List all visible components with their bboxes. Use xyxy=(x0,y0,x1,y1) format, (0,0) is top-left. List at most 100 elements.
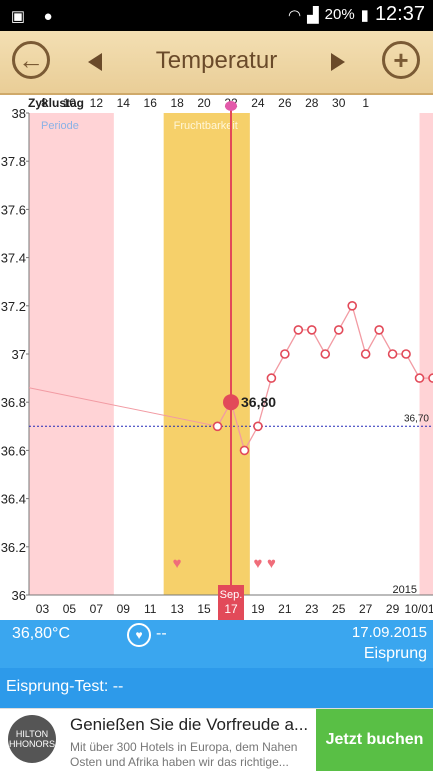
cycle-day-label: 20 xyxy=(197,96,211,110)
temp-point[interactable] xyxy=(320,349,331,359)
y-tick-label: 38 xyxy=(12,106,26,121)
period-band xyxy=(29,113,114,595)
add-button[interactable]: + xyxy=(382,41,420,79)
date-label: 15 xyxy=(197,602,211,616)
y-tick-label: 37.6 xyxy=(1,202,26,217)
y-tick-label: 37.2 xyxy=(1,299,26,314)
date-label: 07 xyxy=(90,602,104,616)
selected-month-label: Sep. xyxy=(220,589,243,601)
cycle-day-label: 30 xyxy=(332,96,346,110)
y-tick-label: 37.4 xyxy=(1,251,26,266)
summary-event: Eisprung xyxy=(363,645,427,662)
plus-icon: + xyxy=(393,44,409,75)
temp-point[interactable] xyxy=(280,349,290,359)
coverline-label: 36,70 xyxy=(404,413,429,424)
temp-point[interactable] xyxy=(360,349,371,359)
y-tick-label: 36.2 xyxy=(1,540,26,555)
summary-sex: -- xyxy=(156,625,167,642)
summary-temp: 36,80°C xyxy=(12,625,70,642)
cycle-day-label: 10 xyxy=(63,96,77,110)
y-tick-label: 37 xyxy=(12,347,26,362)
date-label: 19 xyxy=(251,602,265,616)
selected-temp-label: 36,80 xyxy=(241,394,276,410)
cycle-day-label: 24 xyxy=(251,96,265,110)
cycle-day-label: 16 xyxy=(144,96,158,110)
date-label: 05 xyxy=(63,602,77,616)
ad-body: Mit über 300 Hotels in Europa, dem Nahen… xyxy=(70,740,298,769)
date-label: 27 xyxy=(359,602,373,616)
battery-icon: ▮ xyxy=(360,6,369,24)
date-label: 09 xyxy=(117,602,131,616)
battery-text: 20% xyxy=(324,6,355,23)
temp-point[interactable] xyxy=(401,349,411,359)
y-tick-label: 36.8 xyxy=(1,395,26,410)
cycle-day-label: 12 xyxy=(90,96,104,110)
page-title: Temperatur xyxy=(155,47,278,74)
temp-point[interactable] xyxy=(428,373,433,383)
photo-icon: ▣ xyxy=(10,8,26,25)
ovulation-test-row[interactable]: Eisprung-Test: -- xyxy=(0,668,433,708)
status-bar: ▣ ● ◠ ▟ 20% ▮ 12:37 xyxy=(0,0,433,31)
date-label: 21 xyxy=(278,602,292,616)
cycle-day-label: 28 xyxy=(305,96,319,110)
temp-point[interactable] xyxy=(347,301,358,311)
cycle-label: Zyklustag xyxy=(28,96,84,110)
arrow-left-icon: ← xyxy=(18,44,44,75)
cycle-day-label: 18 xyxy=(170,96,184,110)
temp-point[interactable] xyxy=(374,325,384,335)
y-tick-label: 36.4 xyxy=(1,492,26,507)
y-tick-label: 37.8 xyxy=(1,154,26,169)
date-label: 10/01 xyxy=(405,602,433,616)
date-label: 03 xyxy=(36,602,50,616)
temp-point[interactable] xyxy=(387,349,398,359)
toolbar: ← Temperatur + xyxy=(0,31,433,95)
temp-point[interactable] xyxy=(306,325,317,335)
date-label: 11 xyxy=(144,602,157,616)
heart-marker-icon: ♥ xyxy=(267,555,276,572)
selected-date-tag xyxy=(218,585,244,620)
temp-point[interactable] xyxy=(239,445,250,456)
ad-headline[interactable]: Genießen Sie die Vorfreude a... xyxy=(70,715,309,734)
date-label: 25 xyxy=(332,602,346,616)
wifi-icon: ◠ xyxy=(288,6,302,24)
heart-icon: ♥ xyxy=(127,623,151,647)
fertile-label: Fruchtbarkeit xyxy=(174,120,238,132)
selected-temp-point[interactable] xyxy=(223,394,239,411)
temp-point[interactable] xyxy=(414,373,425,383)
cycle-day-label: 8 xyxy=(41,96,48,110)
ad-logo: HILTON HHONORS xyxy=(8,715,56,763)
cycle-day-label: 14 xyxy=(117,96,131,110)
temp-point[interactable] xyxy=(293,325,304,335)
summary-bar[interactable]: 36,80°C ♥ -- 17.09.2015 Eisprung xyxy=(0,620,433,668)
date-label: 23 xyxy=(305,602,319,616)
date-label: 29 xyxy=(386,602,400,616)
summary-date: 17.09.2015 xyxy=(351,624,427,641)
ad-cta-button[interactable]: Jetzt buchen xyxy=(316,709,433,771)
temp-point[interactable] xyxy=(266,373,277,383)
cycle-day-label: 26 xyxy=(278,96,292,110)
y-tick-label: 36.6 xyxy=(1,443,26,458)
temp-point[interactable] xyxy=(333,325,344,335)
prev-arrow-icon[interactable] xyxy=(88,53,102,71)
date-label: 13 xyxy=(170,602,184,616)
ad-banner[interactable]: HILTON HHONORS Genießen Sie die Vorfreud… xyxy=(0,708,433,771)
fertile-band xyxy=(163,113,250,595)
alert-icon: ● xyxy=(43,7,53,25)
temp-point[interactable] xyxy=(212,421,223,432)
y-tick-label: 36 xyxy=(12,588,26,603)
cycle-day-label: 1 xyxy=(362,96,369,110)
back-button[interactable]: ← xyxy=(12,41,50,79)
temp-leadin xyxy=(28,387,218,427)
ovulation-test-label: Eisprung-Test: -- xyxy=(6,678,124,695)
heart-marker-icon: ♥ xyxy=(253,555,262,572)
heart-marker-icon: ♥ xyxy=(173,555,182,572)
selected-day-label: 17 xyxy=(224,602,238,616)
temp-point[interactable] xyxy=(253,421,263,432)
signal-icon: ▟ xyxy=(307,6,319,24)
clock: 12:37 xyxy=(374,3,425,25)
period-band xyxy=(419,113,433,595)
next-arrow-icon[interactable] xyxy=(331,53,345,71)
ovulation-marker-icon xyxy=(225,101,237,111)
temperature-chart[interactable]: Periode Fruchtbarkeit 36 36.2 36.4 36.6 36.8 37… xyxy=(0,95,433,620)
period-label: Periode xyxy=(41,120,79,132)
